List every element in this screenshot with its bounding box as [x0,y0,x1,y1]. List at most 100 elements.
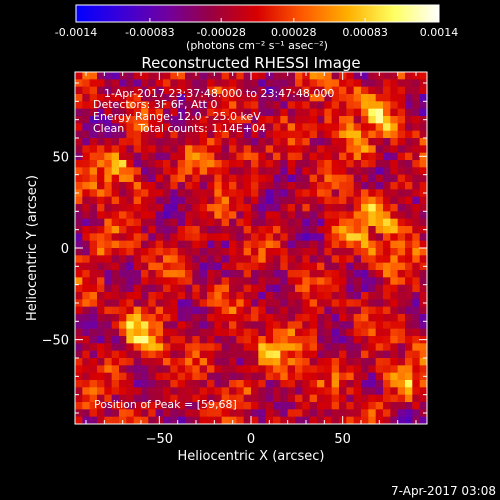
heatmap-cell [287,196,296,205]
heatmap-cell [273,218,281,227]
heatmap-cell [111,292,120,300]
heatmap-cell [302,358,311,366]
heatmap-cell [177,167,186,176]
heatmap-cell [236,314,245,322]
heatmap-cell [104,299,113,308]
heatmap-cell [97,160,105,168]
heatmap-cell [163,299,171,308]
heatmap-cell [353,365,362,374]
heatmap-cell [368,138,377,146]
heatmap-cell [309,358,318,366]
heatmap-cell [148,387,157,396]
heatmap-cell [89,292,98,300]
heatmap-cell [339,328,347,337]
heatmap-cell [390,138,399,146]
heatmap-cell [383,277,391,286]
heatmap-cell [97,402,105,410]
heatmap-cell [368,321,377,330]
heatmap-cell [148,306,157,315]
heatmap-cell [339,336,347,344]
heatmap-cell [119,358,127,366]
heatmap-cell [111,116,120,124]
heatmap-cell [324,343,333,352]
heatmap-cell [229,248,237,256]
heatmap-cell [375,380,384,388]
heatmap-cell [199,218,208,227]
heatmap-cell [97,416,105,424]
heatmap-cell [287,160,296,168]
heatmap-cell [155,358,164,366]
heatmap-cell [302,387,311,396]
heatmap-cell [133,270,142,278]
heatmap-cell [111,402,120,410]
heatmap-cell [236,321,245,330]
heatmap-cell [346,218,355,227]
heatmap-cell [148,358,157,366]
heatmap-cell [339,380,347,388]
heatmap-cell [75,101,83,110]
heatmap-cell [375,365,384,374]
heatmap-cell [221,116,230,124]
heatmap-cell [251,86,259,95]
heatmap-cell [155,409,164,418]
heatmap-cell [163,226,171,234]
heatmap-cell [346,130,355,139]
heatmap-cell [280,240,289,249]
heatmap-cell [126,270,135,278]
heatmap-cell [265,94,274,102]
heatmap-cell [111,350,120,359]
heatmap-cell [295,182,303,190]
heatmap-cell [170,72,179,80]
heatmap-cell [353,101,362,110]
heatmap-cell [317,94,325,102]
heatmap-cell [82,248,91,256]
heatmap-cell [258,416,267,424]
heatmap-cell [207,86,215,95]
heatmap-cell [155,116,164,124]
heatmap-cell [199,350,208,359]
heatmap-cell [104,284,113,293]
heatmap-cell [133,380,142,388]
heatmap-cell [375,86,384,95]
heatmap-cell [214,145,223,154]
heatmap-cell [258,86,267,95]
heatmap-cell [104,108,113,117]
heatmap-cell [133,299,142,308]
heatmap-cell [97,167,105,176]
heatmap-cell [111,189,120,198]
heatmap-cell [339,189,347,198]
heatmap-cell [397,292,406,300]
heatmap-cell [243,372,252,381]
heatmap-cell [346,94,355,102]
heatmap-cell [236,336,245,344]
heatmap-cell [339,270,347,278]
heatmap-cell [199,72,208,80]
heatmap-cell [133,277,142,286]
heatmap-cell [229,138,237,146]
heatmap-cell [287,226,296,234]
heatmap-cell [302,372,311,381]
heatmap-cell [236,72,245,80]
heatmap-cell [309,402,318,410]
heatmap-cell [280,130,289,139]
heatmap-cell [141,152,149,161]
heatmap-cell [339,145,347,154]
heatmap-cell [361,306,369,315]
heatmap-cell [141,130,149,139]
heatmap-cell [236,160,245,168]
heatmap-cell [331,211,340,220]
heatmap-cell [141,123,149,132]
heatmap-cell [192,79,201,88]
heatmap-cell [192,240,201,249]
heatmap-cell [133,343,142,352]
heatmap-cell [192,402,201,410]
heatmap-cell [383,145,391,154]
heatmap-cell [229,167,237,176]
heatmap-cell [287,299,296,308]
heatmap-cell [317,387,325,396]
heatmap-cell [214,138,223,146]
heatmap-cell [375,189,384,198]
heatmap-cell [280,402,289,410]
heatmap-cell [82,174,91,183]
heatmap-cell [170,174,179,183]
